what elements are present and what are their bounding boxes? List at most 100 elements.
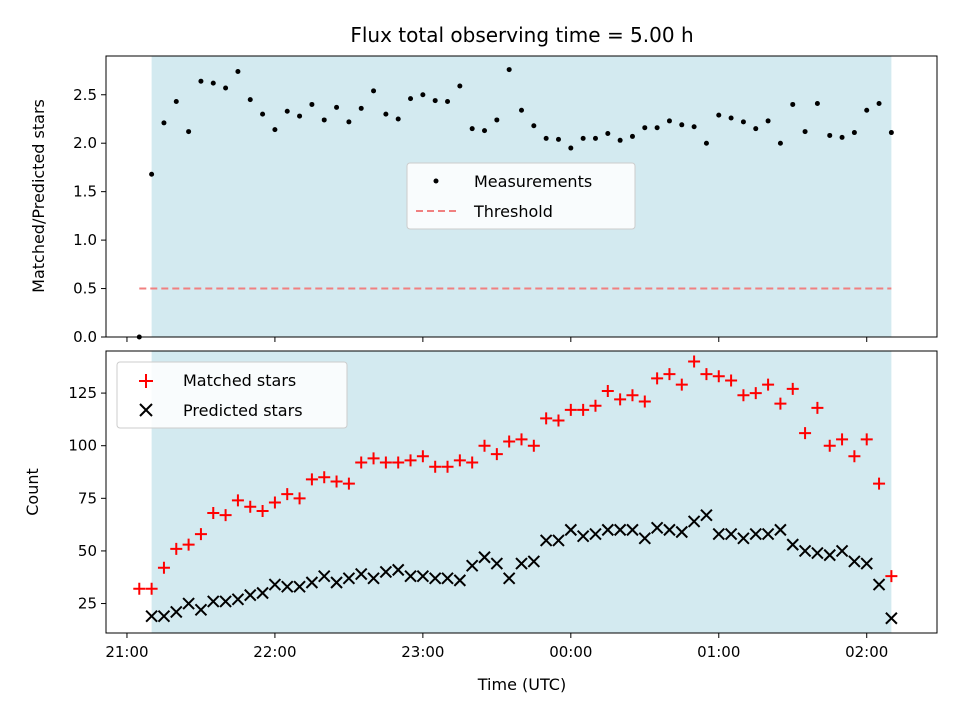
measurement-point: [888, 130, 894, 136]
legend-matched-label: Matched stars: [183, 371, 296, 390]
predicted-star-point: [293, 580, 306, 593]
legend-predicted-label: Predicted stars: [183, 401, 303, 420]
predicted-star-point: [490, 557, 504, 570]
legend-measurements-marker: [433, 178, 439, 184]
measurement-point: [346, 119, 352, 125]
bottom-x-ticks: 21:00 22:00 23:00 00:00 01:00 02:00: [105, 633, 888, 661]
matched-star-point: [762, 378, 775, 391]
matched-star-point: [589, 399, 602, 412]
measurements-points: [136, 67, 894, 340]
predicted-star-point: [835, 544, 849, 558]
measurement-point: [753, 126, 759, 132]
matched-star-point: [404, 454, 417, 467]
matched-star-point: [441, 460, 454, 473]
predicted-star-point: [737, 532, 750, 545]
matched-star-point: [564, 403, 577, 416]
predicted-star-point: [749, 527, 762, 541]
measurement-point: [284, 108, 290, 114]
predicted-star-point: [416, 569, 430, 583]
predicted-star-point: [367, 572, 380, 585]
matched-star-point: [133, 582, 146, 595]
measurement-point: [371, 88, 377, 94]
matched-stars-points: [133, 355, 898, 595]
matched-star-point: [244, 500, 257, 513]
bottom-legend: Matched stars Predicted stars: [116, 361, 348, 429]
top-y-ticks: 0.0 0.5 1.0 1.5 2.0 2.5: [73, 86, 106, 346]
matched-star-point: [490, 448, 503, 461]
matched-star-point: [367, 452, 380, 465]
predicted-star-point: [589, 527, 602, 541]
top-legend-box: [406, 162, 636, 230]
predicted-star-point: [527, 555, 541, 568]
predicted-star-point: [724, 527, 738, 541]
predicted-star-point: [330, 576, 343, 589]
top-axes-frame: [105, 55, 938, 338]
measurement-point: [740, 119, 746, 125]
predicted-star-point: [638, 532, 652, 545]
predicted-star-point: [170, 605, 183, 619]
predicted-star-point: [231, 593, 245, 606]
top-x-ticks: [126, 337, 868, 342]
matched-star-point: [626, 389, 639, 402]
matched-star-point: [342, 477, 355, 490]
matched-star-point: [786, 382, 799, 395]
predicted-star-point: [256, 586, 269, 600]
measurement-point: [260, 111, 266, 117]
measurement-point: [827, 132, 833, 138]
predicted-star-point: [811, 546, 824, 560]
predicted-star-point: [613, 523, 627, 537]
predicted-star-point: [391, 563, 405, 577]
bottom-y-ticks: 25 50 75 100 125: [68, 384, 106, 613]
legend-measurements-label: Measurements: [474, 172, 592, 191]
measurement-point: [703, 140, 709, 146]
measurement-point: [629, 133, 635, 139]
measurement-point: [642, 125, 648, 131]
predicted-star-point: [539, 534, 553, 547]
y-tick-label: 2.5: [73, 86, 97, 104]
predicted-star-point: [207, 595, 220, 608]
predicted-star-point: [515, 557, 528, 570]
matched-star-point: [688, 355, 701, 368]
matched-star-point: [737, 389, 750, 402]
matched-star-point: [305, 473, 318, 486]
measurement-point: [777, 140, 783, 146]
measurement-point: [161, 120, 167, 126]
matched-star-point: [675, 378, 688, 391]
measurement-point: [531, 123, 537, 129]
matched-star-point: [873, 477, 886, 490]
measurement-point: [519, 107, 524, 113]
predicted-star-point: [774, 523, 787, 537]
x-tick-label: 21:00: [105, 643, 148, 661]
predicted-star-point: [860, 557, 873, 570]
top-legend: Measurements Threshold: [406, 162, 636, 230]
predicted-star-point: [872, 578, 886, 591]
predicted-star-point: [318, 569, 331, 583]
predicted-star-point: [712, 527, 725, 541]
bottom-legend-box: [116, 361, 348, 429]
y-tick-label: 25: [78, 595, 97, 613]
predicted-stars-points: [145, 508, 898, 625]
matched-star-point: [157, 561, 170, 574]
measurement-point: [555, 136, 561, 142]
top-y-axis-label: Matched/Predicted stars: [29, 99, 48, 293]
matched-star-point: [527, 439, 540, 452]
measurement-point: [802, 129, 808, 135]
predicted-star-point: [502, 572, 516, 585]
measurement-point: [654, 125, 660, 131]
measurement-point: [186, 129, 192, 135]
predicted-star-point: [885, 612, 898, 625]
matched-star-point: [601, 384, 614, 397]
measurement-point: [469, 126, 475, 132]
predicted-star-point: [478, 551, 491, 564]
matched-star-point: [885, 570, 898, 583]
measurement-point: [864, 107, 870, 113]
y-tick-label: 75: [78, 489, 97, 507]
x-tick-label: 02:00: [845, 643, 888, 661]
matched-star-point: [663, 368, 676, 381]
matched-star-point: [182, 538, 195, 551]
measurement-point: [223, 85, 229, 91]
measurement-point: [383, 111, 389, 117]
predicted-star-point: [428, 572, 442, 585]
matched-star-point: [614, 393, 627, 406]
y-tick-label: 2.0: [73, 134, 97, 152]
